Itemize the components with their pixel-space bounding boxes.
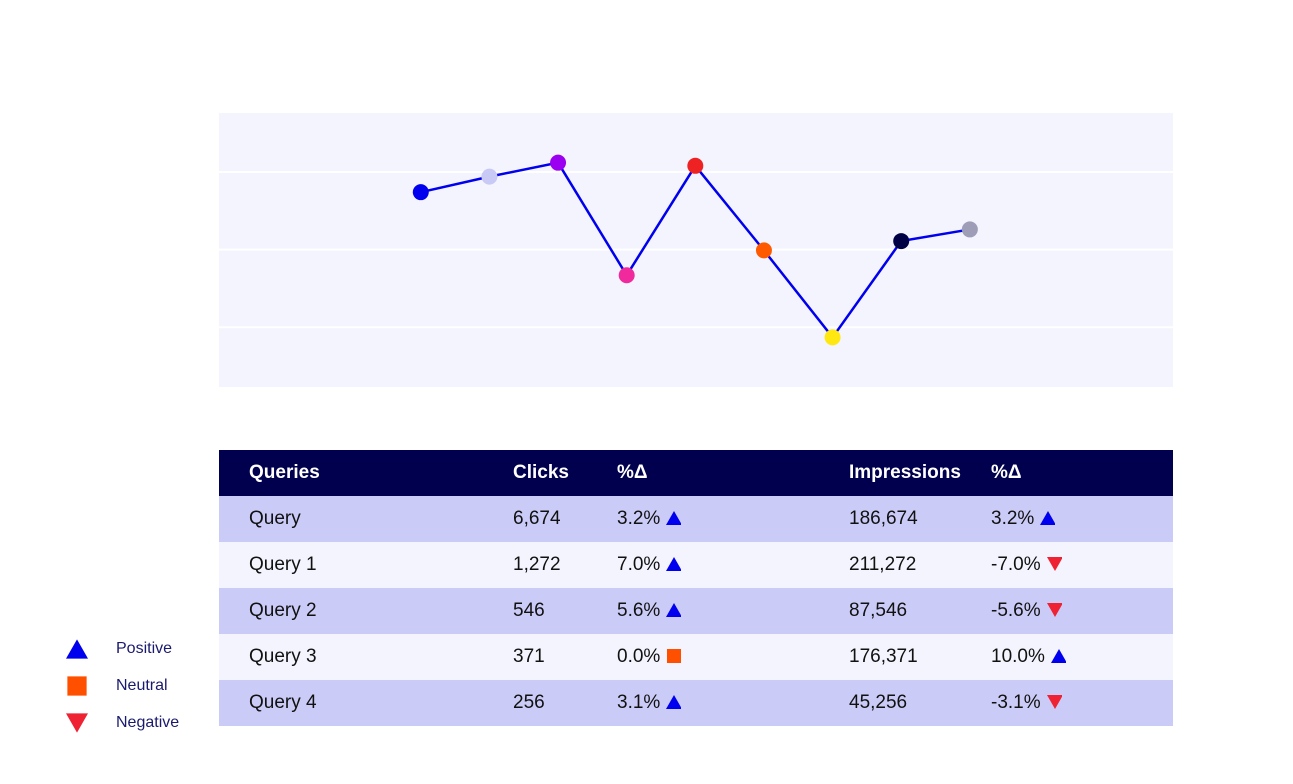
query-cell-text: Query 3 xyxy=(249,646,317,667)
legend-label: Negative xyxy=(116,713,180,731)
clicks-cell: 371 xyxy=(513,634,617,680)
clicks-delta-cell: 3.1% xyxy=(617,680,849,726)
clicks-delta-cell: 0.0% xyxy=(617,634,849,680)
table-row: Query 2 546 5.6% 87,546 -5.6% xyxy=(219,588,1173,634)
impressions-cell: 211,272 xyxy=(849,542,991,588)
triangle-down-icon xyxy=(1046,695,1062,709)
clicks-delta-cell-text: 5.6% xyxy=(617,600,661,621)
square-icon xyxy=(67,675,87,696)
impressions-cell-text: 176,371 xyxy=(849,646,918,667)
query-cell-text: Query 2 xyxy=(249,600,317,621)
square-icon xyxy=(667,649,682,663)
triangle-up-icon xyxy=(666,603,682,617)
clicks-cell: 6,674 xyxy=(513,496,617,542)
impressions-cell-text: 87,546 xyxy=(849,600,908,621)
clicks-cell-text: 6,674 xyxy=(513,508,561,529)
clicks-delta-cell: 3.2% xyxy=(617,496,849,542)
legend-item: Neutral xyxy=(66,667,179,704)
triangle-down-icon xyxy=(66,712,88,733)
query-cell: Query 1 xyxy=(219,542,513,588)
query-cell: Query 4 xyxy=(219,680,513,726)
clicks-cell: 546 xyxy=(513,588,617,634)
impressions-delta-cell-text: -7.0% xyxy=(991,554,1041,575)
clicks-delta-cell-text: 7.0% xyxy=(617,554,661,575)
impressions-delta-cell: -3.1% xyxy=(991,680,1173,726)
data-point xyxy=(618,267,635,284)
impressions-cell: 87,546 xyxy=(849,588,991,634)
clicks-delta-cell-text: 3.2% xyxy=(617,508,661,529)
impressions-cell-text: 211,272 xyxy=(849,554,917,575)
legend: Positive Neutral Negative xyxy=(66,630,179,741)
data-point xyxy=(550,154,567,171)
clicks-delta-cell: 7.0% xyxy=(617,542,849,588)
header-queries: Queries xyxy=(219,450,513,496)
table-row: Query 3 371 0.0% 176,371 10.0% xyxy=(219,634,1173,680)
clicks-cell-text: 256 xyxy=(513,692,545,713)
table-row: Query 6,674 3.2% 186,674 3.2% xyxy=(219,496,1173,542)
table-header: Queries Clicks %Δ Impressions %Δ xyxy=(219,450,1173,496)
clicks-cell: 1,272 xyxy=(513,542,617,588)
triangle-up-icon xyxy=(1050,649,1066,663)
triangle-down-icon xyxy=(1046,557,1062,571)
data-point xyxy=(824,329,841,346)
clicks-cell: 256 xyxy=(513,680,617,726)
query-cell-text: Query 4 xyxy=(249,692,317,713)
data-point xyxy=(961,221,978,238)
table-row: Query 1 1,272 7.0% 211,272 -7.0% xyxy=(219,542,1173,588)
legend-label: Positive xyxy=(116,639,173,657)
queries-table: Queries Clicks %Δ Impressions %Δ Query 6,… xyxy=(219,450,1173,726)
table-row: Query 4 256 3.1% 45,256 -3.1% xyxy=(219,680,1173,726)
header-impressions: Impressions xyxy=(849,450,991,496)
impressions-cell: 45,256 xyxy=(849,680,991,726)
data-point xyxy=(755,242,772,259)
impressions-cell: 186,674 xyxy=(849,496,991,542)
clicks-cell-text: 546 xyxy=(513,600,545,621)
triangle-up-icon xyxy=(666,695,682,709)
impressions-cell: 176,371 xyxy=(849,634,991,680)
impressions-cell-text: 186,674 xyxy=(849,508,918,529)
legend-label: Neutral xyxy=(116,676,168,694)
data-point xyxy=(687,157,704,174)
impressions-cell-text: 45,256 xyxy=(849,692,908,713)
header-impressions-delta: %Δ xyxy=(991,450,1173,496)
clicks-cell-text: 371 xyxy=(513,646,545,667)
triangle-up-icon xyxy=(66,638,88,659)
impressions-delta-cell: 3.2% xyxy=(991,496,1173,542)
line-chart xyxy=(219,113,1173,387)
clicks-cell-text: 1,272 xyxy=(513,554,561,575)
clicks-delta-cell-text: 3.1% xyxy=(617,692,661,713)
impressions-delta-cell-text: 3.2% xyxy=(991,508,1035,529)
impressions-delta-cell: 10.0% xyxy=(991,634,1173,680)
triangle-down-icon xyxy=(1046,603,1062,617)
query-cell: Query 2 xyxy=(219,588,513,634)
impressions-delta-cell: -7.0% xyxy=(991,542,1173,588)
header-clicks: Clicks xyxy=(513,450,617,496)
data-point xyxy=(481,168,498,185)
triangle-up-icon xyxy=(666,557,682,571)
query-cell-text: Query 1 xyxy=(249,554,317,575)
data-point xyxy=(893,233,910,250)
clicks-delta-cell: 5.6% xyxy=(617,588,849,634)
impressions-delta-cell: -5.6% xyxy=(991,588,1173,634)
triangle-up-icon xyxy=(1040,511,1056,525)
impressions-delta-cell-text: -5.6% xyxy=(991,600,1041,621)
data-point xyxy=(412,184,429,201)
query-cell-text: Query xyxy=(249,508,301,529)
legend-item: Negative xyxy=(66,704,179,741)
clicks-delta-cell-text: 0.0% xyxy=(617,646,661,667)
query-cell: Query 3 xyxy=(219,634,513,680)
impressions-delta-cell-text: 10.0% xyxy=(991,646,1045,667)
query-cell: Query xyxy=(219,496,513,542)
legend-item: Positive xyxy=(66,630,179,667)
header-clicks-delta: %Δ xyxy=(617,450,849,496)
triangle-up-icon xyxy=(666,511,682,525)
impressions-delta-cell-text: -3.1% xyxy=(991,692,1041,713)
